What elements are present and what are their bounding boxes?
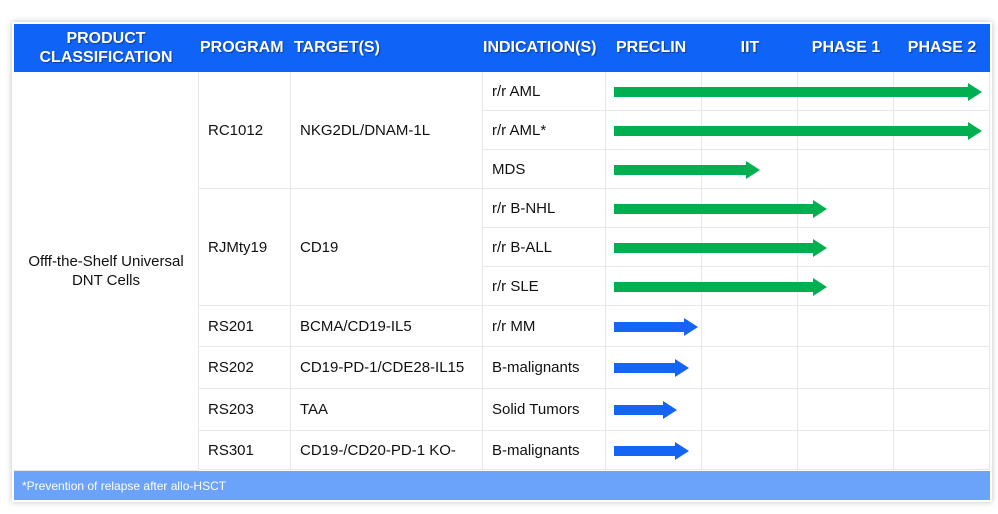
- header-product: PRODUCT CLASSIFICATION: [39, 30, 173, 66]
- progress-arrow: [614, 277, 827, 296]
- phase-cell: [702, 306, 798, 347]
- program-name: RS203: [199, 389, 291, 431]
- phase-cell: [606, 389, 702, 431]
- program-target: BCMA/CD19-IL5: [291, 306, 483, 347]
- progress-arrow: [614, 359, 689, 377]
- phase-cell: [702, 347, 798, 389]
- progress-arrow: [614, 401, 677, 419]
- header-target: TARGET(S): [294, 39, 380, 56]
- phase-cell: [606, 347, 702, 389]
- program-target: CD19: [291, 189, 483, 306]
- progress-arrow: [614, 238, 827, 257]
- header-program: PROGRAM: [200, 39, 284, 56]
- header-preclin: PRECLIN: [616, 39, 687, 56]
- indication: B-malignants: [483, 431, 606, 470]
- phase-cell: [606, 306, 702, 347]
- phase-cell: [894, 431, 990, 470]
- footnote: *Prevention of relapse after allo-HSCT: [14, 471, 990, 500]
- indication: r/r AML*: [483, 111, 606, 150]
- program-target: CD19-PD-1/CDE28-IL15: [291, 347, 483, 389]
- phase-cell: [798, 389, 894, 431]
- progress-arrow: [614, 199, 827, 218]
- program-name: RS301: [199, 431, 291, 470]
- program-target: TAA: [291, 389, 483, 431]
- indication: r/r AML: [483, 72, 606, 111]
- indication: B-malignants: [483, 347, 606, 389]
- phase-cell: [798, 431, 894, 470]
- indication: r/r B-NHL: [483, 189, 606, 228]
- program-target: CD19-/CD20-PD-1 KO-: [291, 431, 483, 470]
- phase-cell: [894, 347, 990, 389]
- phase-cell: [894, 228, 990, 267]
- phase-cell: [798, 150, 894, 189]
- indication: r/r SLE: [483, 267, 606, 306]
- program-target: NKG2DL/DNAM-1L: [291, 72, 483, 189]
- phase-cell: [894, 150, 990, 189]
- program-name: RS202: [199, 347, 291, 389]
- header-phase1: PHASE 1: [811, 39, 881, 56]
- phase-cell: [798, 347, 894, 389]
- header-phase2: PHASE 2: [907, 39, 977, 56]
- header-iit: IIT: [740, 39, 760, 56]
- phase-cell: [798, 306, 894, 347]
- phase-cell: [894, 267, 990, 306]
- progress-arrow: [614, 121, 982, 140]
- phase-cell: [606, 431, 702, 470]
- indication: Solid Tumors: [483, 389, 606, 431]
- phase-cell: [798, 228, 894, 267]
- progress-arrow: [614, 160, 760, 179]
- progress-arrow: [614, 441, 689, 460]
- header-bar: [14, 24, 990, 72]
- phase-cell: [702, 431, 798, 470]
- indication: MDS: [483, 150, 606, 189]
- phase-cell: [894, 389, 990, 431]
- phase-cell: [702, 389, 798, 431]
- phase-cell: [894, 72, 990, 111]
- phase-cell: [798, 267, 894, 306]
- program-name: RS201: [199, 306, 291, 347]
- phase-cell: [894, 111, 990, 150]
- phase-cell: [798, 189, 894, 228]
- header-indication: INDICATION(S): [483, 39, 597, 56]
- product-classification: Offf-the-Shelf Universal DNT Cells: [14, 72, 199, 471]
- phase-cell: [894, 189, 990, 228]
- progress-arrow: [614, 317, 698, 336]
- program-name: RJMty19: [199, 189, 291, 306]
- indication: r/r B-ALL: [483, 228, 606, 267]
- indication: r/r MM: [483, 306, 606, 347]
- phase-cell: [702, 150, 798, 189]
- progress-arrow: [614, 82, 982, 101]
- program-name: RC1012: [199, 72, 291, 189]
- pipeline-card: [12, 22, 992, 502]
- phase-cell: [894, 306, 990, 347]
